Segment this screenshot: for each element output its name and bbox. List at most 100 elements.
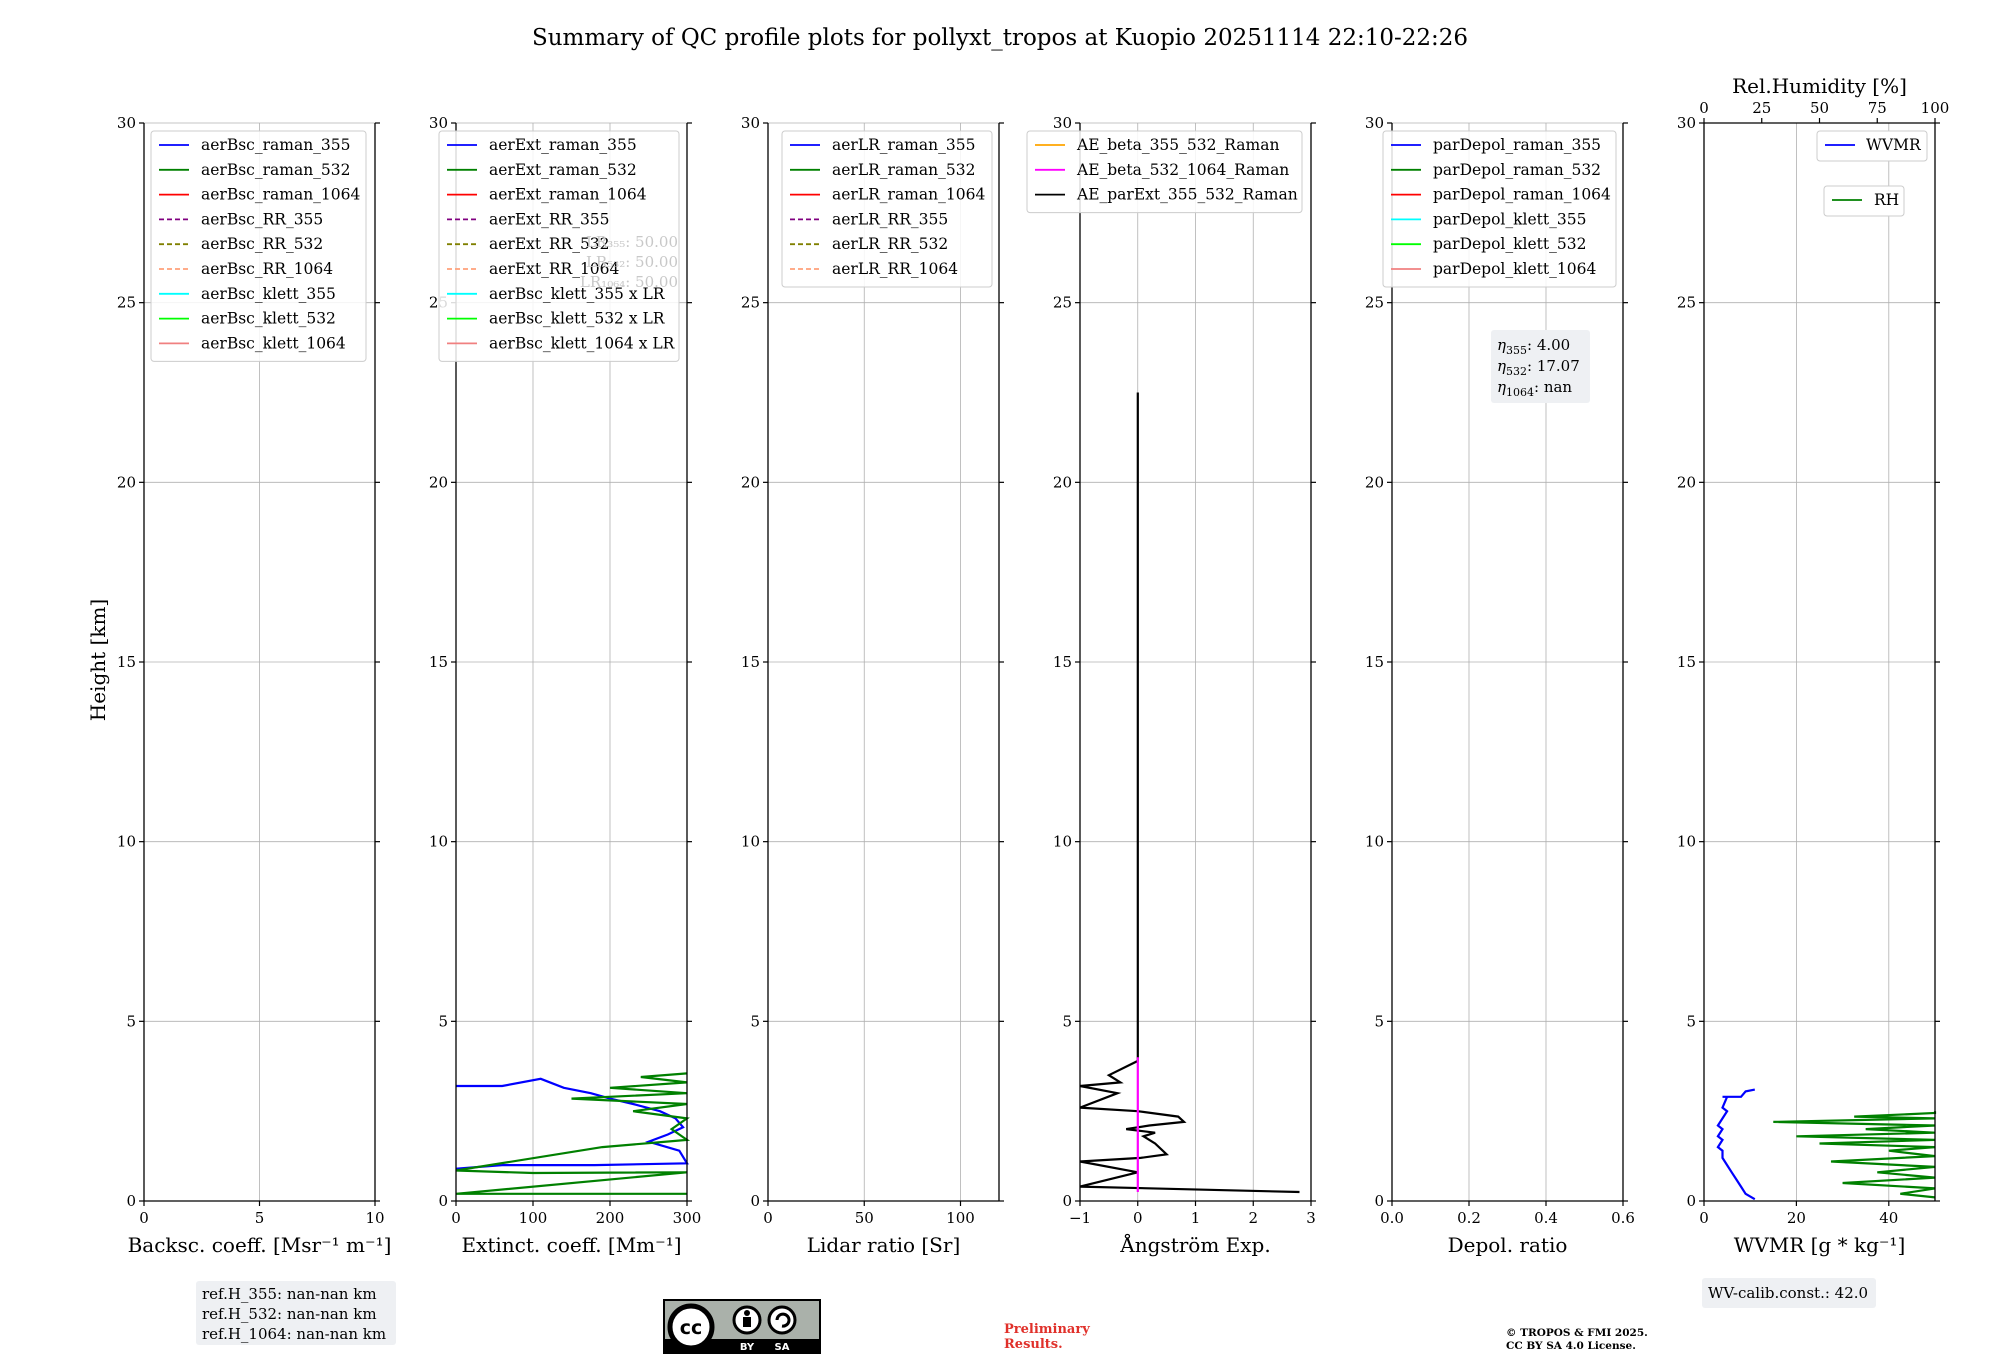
x-tick-label: −1 — [1069, 1209, 1091, 1227]
x-tick-label: 0 — [763, 1209, 773, 1227]
y-tick-label: 5 — [126, 1012, 136, 1030]
eta-background — [1491, 330, 1590, 403]
eta-value: : 17.07 — [1527, 357, 1580, 375]
eta-subscript: 532 — [1506, 365, 1527, 378]
legend-box — [781, 130, 993, 288]
sa-share-alike-icon — [767, 1305, 797, 1335]
legend: aerLR_raman_355 aerLR_raman_532 aerLR_rama… — [781, 130, 993, 288]
x-tick-label: 20 — [1787, 1209, 1806, 1227]
wvmr-legend: WVMR — [1816, 130, 1928, 162]
copyright-line-1: © TROPOS & FMI 2025. — [1506, 1327, 1648, 1339]
panel-dep: 0 5 10 15 20 25 30 0.0 0.2 0.4 0.6 Depol. ratio parD… — [1365, 114, 1635, 1257]
rh-tick-label: 0 — [1699, 99, 1709, 117]
cc-logo-icon — [667, 1303, 715, 1351]
legend-entry: parDepol_klett_355 — [1433, 210, 1586, 228]
legend-entry: aerExt_RR_355 — [489, 210, 610, 228]
legend-entry: aerBsc_klett_1064 — [201, 334, 346, 352]
x-tick-label: 0 — [1699, 1209, 1709, 1227]
y-tick-label: 20 — [1677, 473, 1696, 491]
legend-box — [1382, 130, 1617, 288]
x-axis-label: WVMR [g * kg⁻¹] — [1734, 1233, 1906, 1257]
legend-entry: aerExt_raman_532 — [489, 161, 637, 179]
legend-entry: aerLR_raman_1064 — [832, 186, 985, 204]
y-tick-label: 0 — [126, 1192, 136, 1210]
legend-entry: parDepol_klett_1064 — [1433, 260, 1596, 278]
eta-line: η1064: nan — [1497, 378, 1572, 399]
y-tick-label: 10 — [1677, 833, 1696, 851]
legend-entry: aerBsc_raman_355 — [201, 136, 351, 154]
x-axis-label: Depol. ratio — [1448, 1233, 1568, 1257]
legend: parDepol_raman_355 parDepol_raman_532 parD… — [1382, 130, 1617, 288]
cc-logo-text: cc — [680, 1317, 703, 1339]
cc-by-sa-badge: cc BY SA — [663, 1299, 821, 1354]
y-tick-label: 10 — [741, 833, 760, 851]
reference-height-line: ref.H_532: nan-nan km — [202, 1305, 377, 1323]
x-tick-label: 100 — [946, 1209, 975, 1227]
panel-bsc: 0 5 10 15 20 25 30 0 5 10 Backsc. coeff. [Msr⁻¹ m⁻… — [117, 114, 396, 1345]
x-tick-label: 0.2 — [1457, 1209, 1481, 1227]
x-tick-label: 0 — [451, 1209, 461, 1227]
legend-entry: aerLR_RR_355 — [832, 210, 948, 228]
series-line-WVMR — [1716, 1088, 1756, 1201]
x-tick-label: 2 — [1248, 1209, 1258, 1227]
legend-entry: aerBsc_klett_532 x LR — [489, 310, 666, 328]
legend-box — [1026, 130, 1303, 214]
y-tick-label: 0 — [750, 1192, 760, 1210]
legend-entry: aerExt_RR_532 — [489, 235, 610, 253]
legend-entry: parDepol_klett_532 — [1433, 235, 1586, 253]
y-tick-label: 0 — [1686, 1192, 1696, 1210]
eta-line: η532: 17.07 — [1497, 357, 1580, 378]
y-tick-label: 5 — [438, 1012, 448, 1030]
panel-lr: 0 5 10 15 20 25 30 0 50 100 Lidar ratio [Sr] aerLR_… — [741, 114, 1004, 1257]
legend-box — [150, 130, 367, 362]
rh-tick-label: 25 — [1752, 99, 1771, 117]
y-tick-label: 30 — [117, 114, 136, 132]
legend-entry: aerLR_raman_355 — [832, 136, 975, 154]
legend-entry: aerBsc_klett_355 — [201, 285, 336, 303]
legend-entry: aerLR_RR_532 — [832, 235, 948, 253]
legend-entry: aerBsc_raman_532 — [201, 161, 351, 179]
legend-entry: aerBsc_klett_355 x LR — [489, 285, 666, 303]
legend: AE_beta_355_532_Raman AE_beta_532_1064_Ra… — [1026, 130, 1303, 214]
y-tick-label: 0 — [1374, 1192, 1384, 1210]
legend-entry: aerBsc_RR_532 — [201, 235, 323, 253]
y-tick-label: 30 — [1365, 114, 1384, 132]
preliminary-results-line-2: Results. — [1004, 1337, 1063, 1352]
legend-entry: parDepol_raman_1064 — [1433, 186, 1611, 204]
x-tick-label: 0.0 — [1380, 1209, 1404, 1227]
y-tick-label: 20 — [1365, 473, 1384, 491]
legend-entry: AE_beta_532_1064_Raman — [1076, 161, 1289, 179]
copyright-line-2: CC BY SA 4.0 License. — [1506, 1340, 1636, 1352]
wv-calibration-box: WV-calib.const.: 42.0 — [1702, 1278, 1876, 1308]
lidar-ratio-note: LR₁₀₆₄: 50.00 — [580, 273, 678, 291]
cc-by-label: BY — [740, 1342, 755, 1353]
legend-entry: aerExt_raman_355 — [489, 136, 637, 154]
y-tick-label: 15 — [741, 653, 760, 671]
x-tick-label: 300 — [673, 1209, 702, 1227]
x-tick-label: 3 — [1306, 1209, 1316, 1227]
x-axis-label: Backsc. coeff. [Msr⁻¹ m⁻¹] — [128, 1233, 392, 1257]
eta-symbol: η — [1497, 336, 1506, 354]
height-axis-label: Height [km] — [86, 599, 110, 721]
legend-entry: parDepol_raman_355 — [1433, 136, 1601, 154]
y-tick-label: 20 — [117, 473, 136, 491]
series-line-RH — [1773, 1111, 1937, 1199]
footer: cc BY SA Preliminary Results. © TROPOS &… — [663, 1299, 1648, 1354]
y-tick-label: 30 — [741, 114, 760, 132]
y-tick-label: 25 — [117, 294, 136, 312]
x-tick-label: 200 — [596, 1209, 625, 1227]
eta-symbol: η — [1497, 357, 1506, 375]
y-tick-label: 25 — [1677, 294, 1696, 312]
y-tick-label: 15 — [429, 653, 448, 671]
y-tick-label: 30 — [429, 114, 448, 132]
y-tick-label: 20 — [429, 473, 448, 491]
x-tick-label: 10 — [365, 1209, 384, 1227]
wvmr-legend-box — [1816, 130, 1928, 162]
legend-entry: aerLR_RR_1064 — [832, 260, 958, 278]
eta-value: : nan — [1534, 378, 1572, 396]
